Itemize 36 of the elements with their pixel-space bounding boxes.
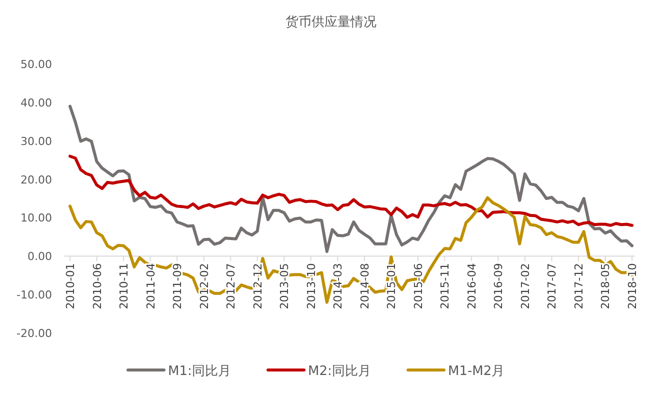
x-tick-label: 2016-09: [492, 263, 506, 310]
chart-title: 货币供应量情况: [286, 14, 376, 30]
x-tick-label: 2017-12: [572, 263, 586, 310]
x-tick-label: 2014-03: [332, 263, 345, 310]
y-tick-label: 0.00: [28, 250, 52, 264]
y-tick-label: 50.00: [20, 58, 52, 71]
x-tick-label: 2011-04: [144, 263, 158, 310]
x-tick-label: 2018-10: [626, 263, 639, 310]
x-tick-label: 2012-07: [224, 263, 238, 310]
legend-label: M1-M2月: [448, 364, 505, 379]
line-series: [68, 154, 634, 227]
x-tick-label: 2010-06: [90, 263, 104, 310]
x-tick-label: 2011-09: [171, 263, 184, 310]
x-tick-label: 2010-01: [64, 263, 77, 310]
legend-label: M2:同比月: [308, 364, 371, 379]
x-tick-label: 2013-05: [278, 263, 292, 310]
legend-label: M1:同比月: [168, 364, 231, 379]
line-series: [68, 104, 634, 254]
x-tick-label: 2015-06: [412, 263, 425, 310]
y-tick-label: -20.00: [16, 327, 52, 340]
y-tick-label: 10.00: [20, 212, 52, 225]
y-tick-label: -10.00: [16, 288, 52, 302]
x-tick-label: 2017-02: [518, 263, 532, 310]
x-tick-label: 2012-12: [251, 263, 264, 310]
x-tick-label: 2018-05: [599, 263, 612, 310]
y-tick-label: 20.00: [20, 173, 52, 186]
x-tick-label: 2013-10: [304, 263, 318, 310]
x-tick-label: 2015-11: [438, 263, 452, 310]
x-tick-label: 2014-08: [358, 263, 372, 310]
y-tick-label: 30.00: [20, 134, 52, 148]
x-tick-label: 2010-11: [118, 263, 131, 310]
x-tick-label: 2016-04: [465, 263, 478, 310]
y-tick-label: 40.00: [20, 96, 52, 110]
x-tick-label: 2017-07: [546, 263, 559, 310]
x-tick-label: 2015-01: [385, 263, 398, 310]
x-tick-label: 2012-02: [198, 263, 211, 310]
